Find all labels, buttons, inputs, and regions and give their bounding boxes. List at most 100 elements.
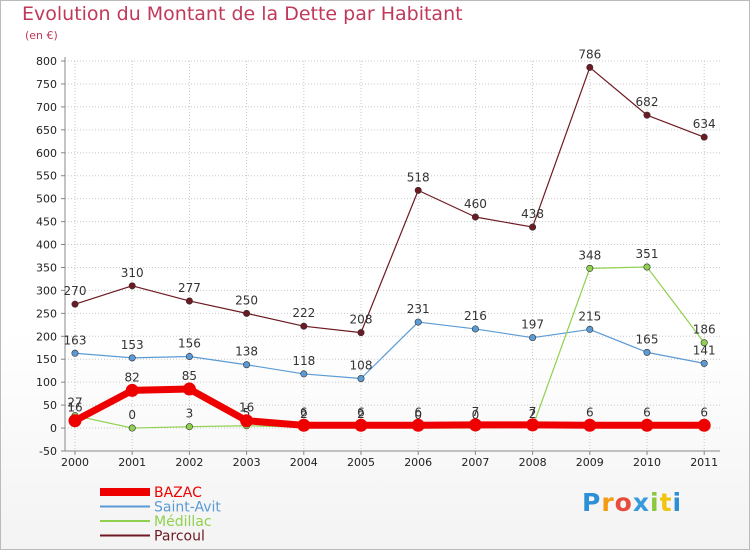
- data-label-bazac: 6: [300, 405, 308, 419]
- data-point-parcoul: [128, 282, 136, 290]
- legend-label-m-dillac: Médillac: [154, 514, 212, 530]
- data-label-parcoul: 270: [64, 284, 87, 298]
- x-tick-label: 2011: [690, 456, 718, 469]
- data-point-bazac: [697, 418, 711, 432]
- data-label-parcoul: 222: [292, 306, 315, 320]
- y-tick-label: 150: [36, 353, 57, 366]
- data-label-parcoul: 310: [121, 266, 144, 280]
- data-point-saint-avit: [128, 354, 136, 362]
- data-label-m-dillac: 3: [186, 407, 194, 421]
- y-tick-label: 0: [50, 422, 57, 435]
- data-label-saint-avit: 215: [578, 309, 601, 323]
- x-tick-label: 2005: [347, 456, 375, 469]
- data-label-parcoul: 518: [407, 170, 430, 184]
- data-point-parcoul: [586, 63, 594, 71]
- data-label-bazac: 6: [586, 405, 594, 419]
- legend-label-parcoul: Parcoul: [154, 529, 205, 545]
- data-point-bazac: [354, 418, 368, 432]
- y-tick-label: 800: [36, 55, 57, 68]
- data-point-saint-avit: [643, 348, 651, 356]
- data-label-parcoul: 682: [636, 95, 659, 109]
- data-point-bazac: [583, 418, 597, 432]
- proxiti-logo: Proxiti: [582, 488, 683, 517]
- data-label-bazac: 85: [182, 369, 197, 383]
- data-point-saint-avit: [300, 370, 308, 378]
- data-label-saint-avit: 156: [178, 336, 201, 350]
- data-label-saint-avit: 153: [121, 338, 144, 352]
- data-label-m-dillac: 2: [357, 407, 365, 421]
- y-tick-label: 450: [36, 216, 57, 229]
- data-label-parcoul: 208: [350, 313, 373, 327]
- y-tick-label: 550: [36, 170, 57, 183]
- data-point-bazac: [640, 418, 654, 432]
- data-point-bazac: [182, 382, 196, 396]
- data-label-saint-avit: 197: [521, 318, 544, 332]
- data-point-bazac: [240, 414, 254, 428]
- data-label-bazac: 6: [643, 405, 651, 419]
- data-label-parcoul: 460: [464, 197, 487, 211]
- data-point-m-dillac: [700, 339, 708, 347]
- legend-label-bazac: BAZAC: [154, 485, 202, 501]
- data-point-parcoul: [357, 329, 365, 337]
- y-tick-label: 700: [36, 101, 57, 114]
- y-tick-label: 600: [36, 147, 57, 160]
- data-point-parcoul: [185, 297, 193, 305]
- x-tick-label: 2002: [175, 456, 203, 469]
- data-point-saint-avit: [243, 361, 251, 369]
- data-point-saint-avit: [529, 334, 537, 342]
- y-tick-label: 350: [36, 261, 57, 274]
- data-point-bazac: [468, 418, 482, 432]
- data-point-parcoul: [643, 111, 651, 119]
- data-label-saint-avit: 138: [235, 345, 258, 359]
- legend-label-saint-avit: Saint-Avit: [154, 500, 221, 516]
- data-point-bazac: [125, 383, 139, 397]
- x-tick-label: 2009: [576, 456, 604, 469]
- data-label-bazac: 7: [472, 405, 480, 419]
- series-line-saint-avit: [74, 321, 705, 380]
- y-tick-label: 50: [43, 399, 57, 412]
- data-point-parcoul: [529, 223, 537, 231]
- x-tick-label: 2003: [233, 456, 261, 469]
- data-label-bazac: 16: [67, 401, 82, 415]
- series-line-m-dillac: [74, 266, 705, 429]
- data-label-m-dillac: 2: [529, 407, 537, 421]
- chart-subtitle: (en €): [25, 29, 58, 42]
- data-label-m-dillac: 186: [693, 323, 716, 337]
- y-tick-label: 650: [36, 124, 57, 137]
- data-label-m-dillac: 348: [578, 248, 601, 262]
- data-label-bazac: 6: [414, 405, 422, 419]
- data-point-parcoul: [471, 213, 479, 221]
- data-label-m-dillac: 351: [636, 247, 659, 261]
- data-label-saint-avit: 108: [350, 359, 373, 373]
- y-tick-label: -50: [39, 445, 57, 458]
- data-point-bazac: [526, 418, 540, 432]
- data-point-saint-avit: [700, 359, 708, 367]
- data-label-bazac: 16: [239, 401, 254, 415]
- x-tick-label: 2000: [61, 456, 89, 469]
- data-point-parcoul: [243, 309, 251, 317]
- data-label-m-dillac: 0: [472, 408, 480, 422]
- data-label-bazac: 82: [125, 370, 140, 384]
- data-point-saint-avit: [586, 325, 594, 333]
- series-line-parcoul: [74, 66, 705, 334]
- data-label-parcoul: 634: [693, 117, 716, 131]
- data-label-m-dillac: 5: [243, 406, 251, 420]
- data-label-bazac: 6: [357, 405, 365, 419]
- data-label-m-dillac: 0: [414, 408, 422, 422]
- y-tick-label: 250: [36, 307, 57, 320]
- data-label-parcoul: 786: [578, 47, 601, 61]
- data-label-saint-avit: 216: [464, 309, 487, 323]
- data-label-m-dillac: 0: [128, 408, 136, 422]
- data-label-saint-avit: 141: [693, 343, 716, 357]
- data-point-saint-avit: [71, 349, 79, 357]
- data-label-parcoul: 277: [178, 281, 201, 295]
- y-tick-label: 750: [36, 78, 57, 91]
- x-tick-label: 2008: [519, 456, 547, 469]
- data-label-saint-avit: 231: [407, 302, 430, 316]
- y-tick-label: 400: [36, 239, 57, 252]
- data-point-bazac: [297, 418, 311, 432]
- y-tick-label: 500: [36, 193, 57, 206]
- data-label-m-dillac: 27: [67, 396, 82, 410]
